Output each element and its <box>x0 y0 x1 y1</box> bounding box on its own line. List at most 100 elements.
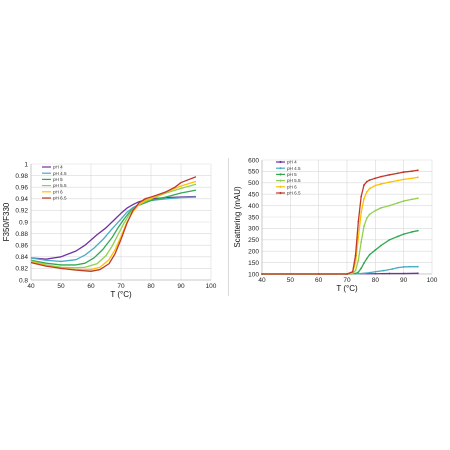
chart1-ytick-label: 600 <box>248 157 259 164</box>
chart1-series-ph6-point <box>411 177 414 180</box>
chart1-legend-label: pH 4 <box>287 160 297 165</box>
chart0-legend-label: pH 4.5 <box>53 171 67 176</box>
chart0-legend-label: pH 4 <box>53 165 63 170</box>
chart1-series-ph4-point <box>402 272 405 275</box>
chart1-series-ph6_5-point <box>360 195 363 198</box>
chart1-series-ph6-point <box>374 184 377 187</box>
chart1-series-ph5_5-point <box>360 241 363 243</box>
chart1-legend-label: pH 5 <box>287 172 297 177</box>
chart1-legend-label: pH 5.5 <box>287 178 301 183</box>
chart1-series-ph6_5-point <box>402 171 405 173</box>
chart0-series-ph4-line <box>30 195 197 260</box>
chart1-legend-marker <box>279 173 282 176</box>
chart1-series-ph6-point <box>360 211 363 214</box>
chart1-legend-label: pH 6.5 <box>287 191 301 196</box>
chart0-xtick-label: 50 <box>57 283 65 290</box>
chart1-series-ph6_5-point <box>351 270 354 273</box>
chart1-series-ph6_5-point <box>354 254 357 257</box>
chart0-y-axis-title: F350/F330 <box>2 202 11 241</box>
chart1-series-ph5_5-point <box>402 200 405 202</box>
chart1-ytick-label: 550 <box>248 169 259 176</box>
chart0-xtick-label: 100 <box>206 283 217 290</box>
chart1-series-ph4_5-point <box>391 268 394 270</box>
chart1-series-ph6_5-point <box>411 170 414 173</box>
chart1-series-ph5_5-point <box>416 197 419 200</box>
chart1-series-ph5_5-point <box>354 269 357 272</box>
chart1-series-ph6_5-point <box>397 172 399 175</box>
chart1-ytick-label: 350 <box>248 214 259 221</box>
chart0-xtick-label: 80 <box>147 283 155 290</box>
chart1-series-ph6-point <box>354 261 357 264</box>
chart1-series-ph5_5-point <box>363 225 365 228</box>
chart1-xtick-label: 100 <box>427 277 438 284</box>
chart1-series-ph6-point <box>380 183 382 185</box>
chart1-series-ph5_5-point <box>397 201 399 204</box>
chart1-legend-label: pH 4.5 <box>287 166 301 171</box>
chart1-series-ph6_5-point <box>365 180 368 183</box>
chart1-series-ph5_5-point <box>374 209 377 212</box>
scattering-chart: 100 150 200 250 300 350 400 450 500 550 600 40 50 60 7… <box>232 150 446 300</box>
chart1-series-ph5_5-point <box>380 206 382 209</box>
chart0-series-ph5-line <box>30 189 197 266</box>
chart0-ytick-label: 0.82 <box>15 266 28 273</box>
chart1-series-ph5-point <box>411 230 414 233</box>
chart0-ytick-label: 1 <box>24 161 28 168</box>
chart1-legend-marker <box>279 179 282 182</box>
chart1-ytick-label: 250 <box>248 237 259 244</box>
chart0-ytick-label: 0.9 <box>19 219 28 226</box>
fluorescence-ratio-chart: 0.8 0.82 0.84 0.86 0.88 0.9 0.92 0.94 0.96 0.98 1 4… <box>2 150 224 300</box>
chart1-series-ph6-point <box>365 191 368 193</box>
chart1-series-ph6_5-point <box>416 169 419 172</box>
chart0-ytick-label: 0.94 <box>15 196 28 203</box>
chart1-xtick-label: 40 <box>258 277 266 284</box>
chart1-series-ph6_5-point <box>374 177 377 180</box>
chart1-xtick-label: 80 <box>372 277 380 284</box>
chart1-series-ph5-point <box>363 262 365 264</box>
chart1-xtick-label: 60 <box>315 277 323 284</box>
chart1-series-ph4_5-point <box>402 266 405 268</box>
chart1-series-ph4_5-point <box>397 266 399 269</box>
chart1-series-ph6-point <box>368 187 371 190</box>
chart0-legend-label: pH 6 <box>53 189 63 194</box>
chart1-series-ph4_5-point <box>357 272 360 275</box>
chart1-ytick-label: 100 <box>248 271 259 278</box>
chart1-series-ph6_5-point <box>357 220 360 223</box>
chart1-series-ph6_5-point <box>261 273 263 275</box>
chart1-series-ph4_5-point <box>416 265 419 268</box>
chart1-series-ph5-point <box>368 253 371 256</box>
chart1-series-ph5_5-point <box>368 213 371 216</box>
chart1-series-ph5-point <box>416 229 419 232</box>
chart1-series-ph6-point <box>363 197 365 200</box>
chart0-legend-label: pH 6.5 <box>53 196 67 201</box>
chart1-ytick-label: 400 <box>248 203 259 210</box>
chart1-series-ph5_5-point <box>411 198 414 201</box>
chart1-series-ph6_5-point <box>346 273 348 275</box>
chart0-ytick-label: 0.98 <box>15 173 28 180</box>
chart1-series-ph6_5-point <box>368 179 371 181</box>
chart1-series-ph6_5-point <box>380 175 382 178</box>
chart1-series-ph5-point <box>402 233 405 235</box>
chart1-series-ph5-point <box>365 257 368 260</box>
chart1-xtick-label: 90 <box>400 277 408 284</box>
chart1-series-ph5_5-point <box>357 259 360 262</box>
chart1-series-ph4_5-point <box>363 272 365 275</box>
chart1-series-ph6-point <box>357 236 360 239</box>
chart1-series-ph4-point <box>374 272 377 275</box>
chart0-ytick-label: 0.86 <box>15 243 28 250</box>
chart1-series-ph6-point <box>416 176 419 179</box>
chart1-series-ph4_5-point <box>374 270 377 273</box>
chart1-series-ph5-point <box>380 244 382 247</box>
chart1-xtick-label: 50 <box>287 277 295 284</box>
chart0-series-ph5_5-line <box>30 183 197 269</box>
chart1-series-ph4-point <box>416 272 419 275</box>
chart1-ytick-label: 500 <box>248 180 259 187</box>
chart1-series-ph6-point <box>397 179 399 182</box>
chart1-series-ph5-point <box>374 249 377 251</box>
chart1-legend-marker <box>279 185 282 188</box>
chart0-xtick-label: 90 <box>177 283 185 290</box>
fluorescence-ratio-plot: 0.8 0.82 0.84 0.86 0.88 0.9 0.92 0.94 0.96 0.98 1 4… <box>2 161 217 299</box>
chart0-series-ph6_5-line <box>30 176 197 272</box>
chart0-xtick-label: 60 <box>87 283 95 290</box>
chart0-ytick-label: 0.8 <box>19 277 28 284</box>
chart1-legend-marker <box>279 167 282 170</box>
